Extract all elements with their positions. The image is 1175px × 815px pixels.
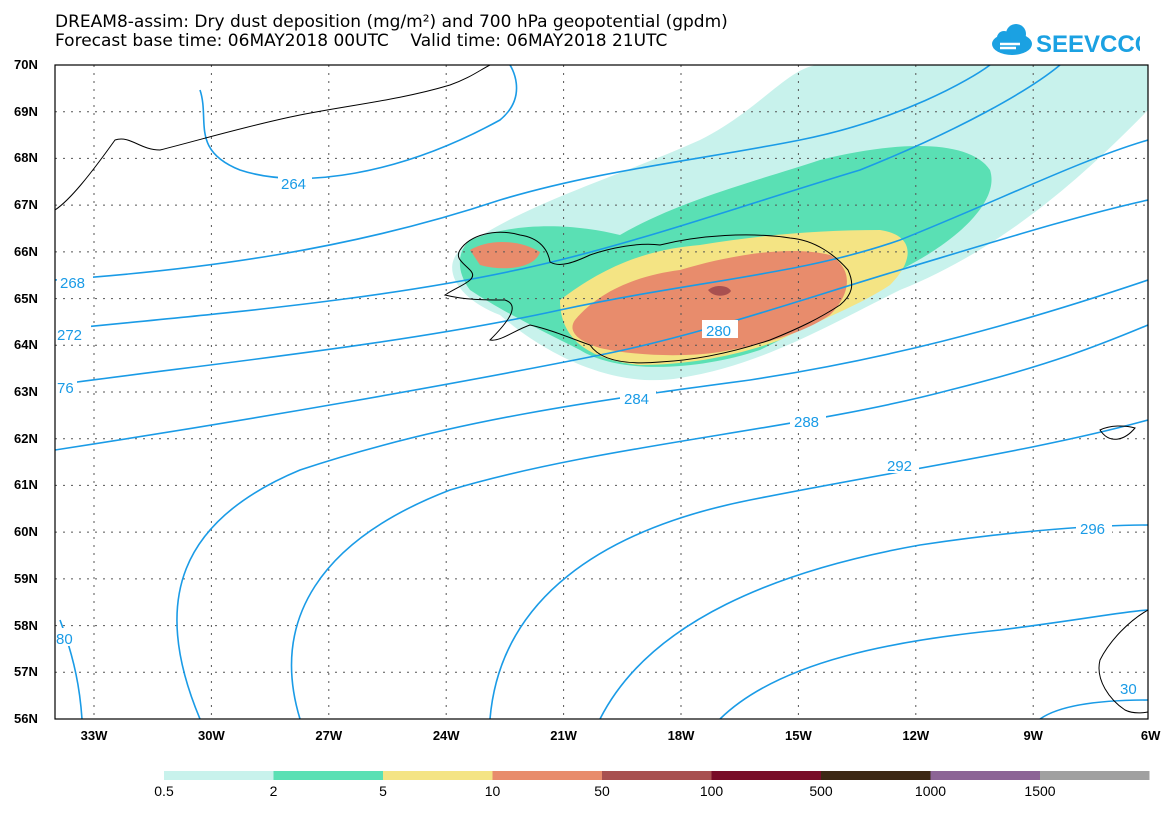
colorbar bbox=[164, 771, 1150, 780]
longitude-label: 18W bbox=[667, 728, 695, 743]
contour-label: 284 bbox=[624, 391, 649, 408]
map-frame bbox=[54, 64, 1149, 720]
contour-label: 268 bbox=[60, 275, 85, 292]
latitude-label: 67N bbox=[14, 197, 38, 213]
contour-label: 80 bbox=[56, 631, 73, 648]
dust-level-10 bbox=[572, 250, 847, 356]
colorbar-label: 0.5 bbox=[154, 783, 174, 799]
colorbar-label: 1000 bbox=[914, 783, 947, 799]
latitude-label: 65N bbox=[14, 290, 38, 306]
longitude-label: 9W bbox=[1023, 728, 1043, 743]
iceland-coastline bbox=[443, 231, 853, 364]
colorbar-swatch bbox=[930, 771, 1040, 780]
colorbar-label: 100 bbox=[699, 783, 724, 799]
colorbar-swatch bbox=[383, 771, 493, 780]
colorbar-swatch bbox=[711, 771, 821, 780]
colorbar-label: 5 bbox=[379, 783, 387, 799]
colorbar-label: 500 bbox=[809, 783, 833, 799]
longitude-label: 24W bbox=[432, 728, 460, 743]
longitude-label: 33W bbox=[80, 728, 108, 743]
contour-label: 280 bbox=[706, 323, 731, 340]
longitude-label: 12W bbox=[902, 728, 930, 743]
latitude-label: 63N bbox=[14, 384, 38, 399]
colorbar-label: 10 bbox=[484, 783, 501, 799]
latitude-label: 64N bbox=[14, 337, 38, 353]
contour-label: 296 bbox=[1080, 521, 1105, 538]
greenland-coastline bbox=[55, 65, 491, 211]
contour-labels: 264 268 272 76 280 284 288 292 296 80 30 bbox=[55, 173, 1144, 698]
colorbar-label: 1500 bbox=[1024, 783, 1056, 799]
map-subtitle: Forecast base time: 06MAY2018 00UTC Vali… bbox=[55, 31, 668, 51]
contour-label: 272 bbox=[57, 327, 82, 344]
map-title: DREAM8-assim: Dry dust deposition (mg/m²… bbox=[55, 12, 728, 32]
longitude-label: 6W bbox=[1140, 728, 1161, 743]
scotland-coastline bbox=[1098, 609, 1148, 714]
latitude-label: 69N bbox=[14, 103, 38, 119]
latitude-label: 61N bbox=[14, 477, 38, 493]
contour-label: 264 bbox=[281, 176, 306, 193]
longitude-label: 30W bbox=[198, 728, 225, 743]
colorbar-swatch bbox=[602, 771, 712, 780]
latitude-label: 59N bbox=[14, 570, 38, 586]
contour-label: 292 bbox=[887, 458, 912, 475]
longitude-label: 21W bbox=[550, 728, 577, 743]
latitude-label: 58N bbox=[14, 617, 38, 633]
dust-level-50 bbox=[708, 285, 731, 296]
latitude-label: 60N bbox=[14, 524, 38, 540]
contour-label: 30 bbox=[1120, 681, 1137, 698]
colorbar-swatch bbox=[164, 771, 274, 780]
longitude-label: 27W bbox=[315, 728, 343, 743]
colorbar-label: 50 bbox=[594, 783, 610, 799]
cloud-icon bbox=[992, 24, 1032, 55]
latitude-label: 66N bbox=[14, 243, 38, 259]
colorbar-label: 2 bbox=[269, 783, 278, 799]
colorbar-swatch bbox=[492, 771, 602, 780]
contour-label: 288 bbox=[794, 414, 819, 431]
latitude-label: 68N bbox=[14, 150, 38, 166]
latitude-label: 57N bbox=[14, 664, 38, 680]
dust-fields bbox=[452, 65, 1148, 381]
colorbar-swatch bbox=[821, 771, 931, 780]
colorbar-swatch bbox=[1040, 771, 1150, 780]
coastlines bbox=[55, 65, 1148, 714]
latitude-label: 56N bbox=[14, 711, 38, 726]
colorbar-swatch bbox=[273, 771, 383, 780]
logo-text: SEEVCCC bbox=[1036, 31, 1140, 58]
longitude-label: 15W bbox=[785, 728, 812, 743]
contour-label: 76 bbox=[57, 380, 74, 397]
graticule bbox=[55, 65, 1148, 719]
latitude-label: 62N bbox=[14, 430, 38, 446]
geopotential-contours bbox=[55, 65, 1148, 719]
faroe-coastline bbox=[1099, 425, 1136, 440]
logo: SEEVCCC bbox=[992, 24, 1140, 58]
latitude-label: 70N bbox=[14, 57, 38, 72]
